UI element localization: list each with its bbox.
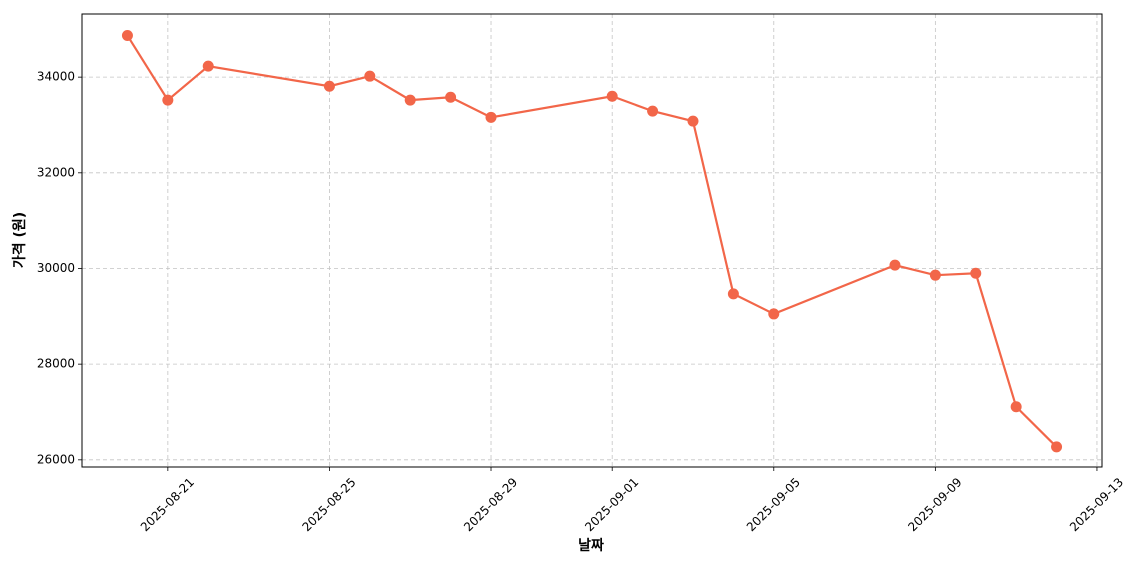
point — [445, 91, 457, 103]
point — [485, 111, 497, 123]
point — [202, 60, 214, 72]
x-tick-label: 2025-08-21 — [138, 475, 197, 534]
point — [323, 80, 335, 92]
point — [727, 288, 739, 300]
point — [1010, 401, 1022, 413]
point — [162, 94, 174, 106]
point — [687, 115, 699, 127]
y-tick-label: 34000 — [37, 70, 75, 84]
x-tick-label: 2025-09-01 — [582, 475, 641, 534]
point — [970, 267, 982, 279]
point — [929, 269, 941, 281]
plot-frame — [81, 13, 1103, 468]
x-tick-label: 2025-08-29 — [461, 475, 520, 534]
point — [889, 259, 901, 271]
point — [768, 308, 780, 320]
point — [1051, 441, 1063, 453]
x-tick-label: 2025-09-05 — [744, 475, 803, 534]
point — [606, 90, 618, 102]
point — [647, 105, 659, 117]
x-tick-label: 2025-09-13 — [1067, 475, 1126, 534]
point — [404, 94, 416, 106]
point — [364, 70, 376, 82]
point — [121, 30, 133, 42]
x-tick-label: 2025-09-09 — [905, 475, 964, 534]
y-tick-label: 30000 — [37, 261, 75, 275]
y-tick-label: 26000 — [37, 452, 75, 466]
y-tick-label: 28000 — [37, 357, 75, 371]
x-axis-label: 날짜 — [578, 538, 604, 554]
y-tick-label: 32000 — [37, 165, 75, 179]
y-axis-label: 가격 (원) — [11, 212, 28, 268]
x-tick-label: 2025-08-25 — [299, 475, 358, 534]
price-line — [126, 34, 1058, 448]
